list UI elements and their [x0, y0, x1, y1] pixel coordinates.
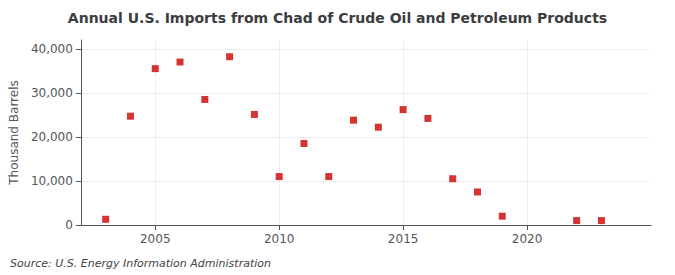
svg-text:20,000: 20,000	[31, 130, 73, 144]
svg-text:Source: U.S. Energy Informatio: Source: U.S. Energy Information Administ…	[10, 257, 271, 270]
svg-text:2010: 2010	[264, 232, 295, 246]
svg-text:Annual U.S. Imports from Chad: Annual U.S. Imports from Chad of Crude O…	[68, 10, 607, 26]
svg-text:Thousand Barrels: Thousand Barrels	[7, 80, 21, 185]
svg-text:0: 0	[65, 218, 73, 232]
svg-text:10,000: 10,000	[31, 174, 73, 188]
svg-text:2020: 2020	[512, 232, 543, 246]
svg-text:2015: 2015	[388, 232, 419, 246]
svg-text:2005: 2005	[140, 232, 171, 246]
svg-text:40,000: 40,000	[31, 42, 73, 56]
svg-text:30,000: 30,000	[31, 86, 73, 100]
